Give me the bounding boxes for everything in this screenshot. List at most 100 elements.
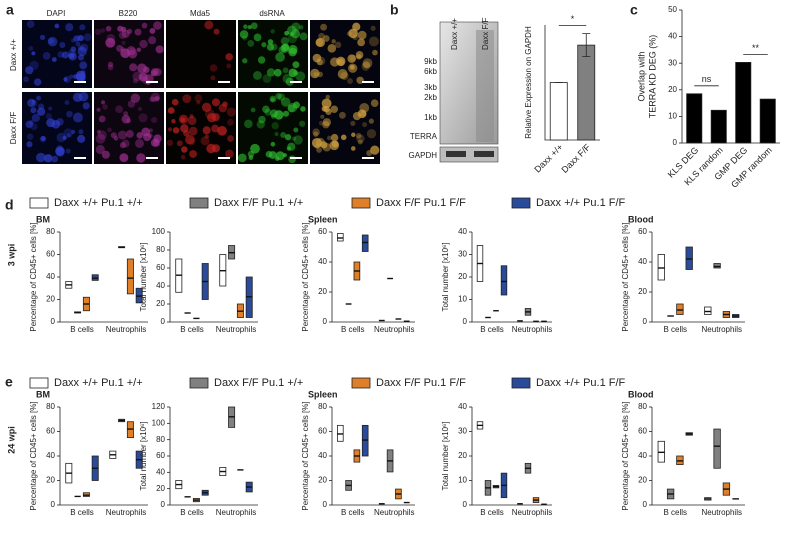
y-tick-label: 20: [638, 476, 647, 485]
y-tick-label: 20: [46, 476, 55, 485]
cell: [209, 64, 218, 72]
y-axis-label: Total number [x10⁶]: [441, 421, 450, 490]
y-tick-label: 120: [152, 402, 166, 411]
range-bar: [657, 254, 665, 281]
cell: [277, 93, 286, 101]
y-tick-label: 40: [458, 227, 467, 236]
marker-label: 9kb: [424, 57, 437, 66]
cell: [51, 57, 57, 62]
cell: [189, 150, 197, 158]
x-tick-label: Neutrophils: [106, 325, 146, 334]
cell: [107, 61, 114, 68]
panel-label: a: [6, 2, 14, 18]
cell: [66, 133, 71, 138]
cell: [356, 134, 365, 143]
cell: [181, 146, 188, 153]
cell: [77, 46, 87, 57]
cell: [313, 131, 319, 137]
y-tick-label: 20: [318, 287, 327, 296]
chart-title: Spleen: [308, 389, 338, 399]
cell: [337, 69, 348, 79]
x-tick-label: Neutrophils: [702, 508, 742, 517]
cell: [118, 31, 127, 40]
cell: [69, 74, 74, 79]
bar: [577, 44, 596, 141]
y-tick-label: 20: [638, 287, 647, 296]
y-tick-label: 20: [156, 484, 165, 493]
cell: [80, 43, 89, 52]
y-axis-label: Percentage of CD45+ cells [%]: [301, 222, 310, 331]
cell: [321, 98, 332, 109]
cell: [94, 28, 102, 36]
cell: [202, 126, 211, 135]
cell: [284, 30, 289, 36]
legend-label: Daxx +/+ Pu.1 F/F: [536, 197, 626, 209]
cell: [188, 126, 198, 136]
cell: [237, 153, 247, 163]
cell: [100, 28, 106, 33]
x-tick-label: B cells: [480, 508, 504, 517]
cell: [180, 154, 186, 160]
cell: [282, 110, 290, 117]
cell: [75, 41, 81, 47]
cell: [270, 43, 278, 51]
cell: [42, 52, 51, 60]
cell: [30, 107, 37, 114]
cell: [141, 22, 148, 29]
cell: [291, 22, 301, 31]
cell: [28, 45, 34, 51]
cell: [150, 138, 159, 147]
cell: [46, 118, 56, 128]
cell: [361, 62, 371, 71]
cell: [121, 114, 131, 124]
cell: [37, 107, 46, 116]
cell: [351, 132, 356, 138]
cell: [136, 132, 144, 139]
column-label: Mda5: [190, 9, 211, 18]
cell: [213, 28, 220, 35]
legend-label: Daxx F/F Pu.1 +/+: [214, 197, 303, 209]
cell: [78, 129, 84, 135]
cell: [96, 129, 101, 134]
chart-title: Blood: [628, 214, 654, 224]
cell: [273, 68, 282, 77]
lane-label: Daxx +/+: [450, 18, 459, 50]
cell: [29, 60, 39, 70]
y-tick-label: 80: [46, 402, 55, 411]
range-bar: [704, 306, 712, 315]
cell: [293, 135, 303, 145]
cell: [334, 41, 342, 49]
cell: [117, 130, 127, 140]
cell: [318, 32, 325, 40]
legend-label: Daxx F/F Pu.1 +/+: [214, 377, 303, 389]
cell: [280, 36, 289, 46]
cell: [326, 135, 332, 141]
cell: [65, 148, 71, 154]
cell: [292, 61, 300, 69]
cell: [293, 70, 299, 76]
x-tick-label: Neutrophils: [216, 325, 256, 334]
cell: [270, 97, 275, 102]
cell: [311, 137, 322, 148]
cell: [350, 146, 356, 151]
blot-gapdh: [439, 146, 499, 163]
cell: [23, 76, 29, 83]
cell: [64, 100, 70, 106]
range-bar: [500, 265, 508, 296]
y-tick-label: 80: [156, 435, 165, 444]
legend-label: Daxx F/F Pu.1 F/F: [376, 377, 466, 389]
row-label: 24 wpi: [6, 426, 16, 454]
cell: [268, 151, 277, 159]
bar: [735, 62, 752, 144]
cell: [282, 67, 289, 74]
y-tick-label: 80: [638, 402, 647, 411]
cell: [83, 33, 92, 42]
y-axis-label: Total number [x10⁶]: [441, 242, 450, 311]
cell: [194, 94, 203, 103]
y-axis-label: Percentage of CD45+ cells [%]: [301, 401, 310, 510]
band-label: GAPDH: [409, 151, 438, 160]
cell: [105, 25, 112, 32]
range-bar: [336, 233, 344, 242]
panel-label: e: [5, 374, 13, 390]
